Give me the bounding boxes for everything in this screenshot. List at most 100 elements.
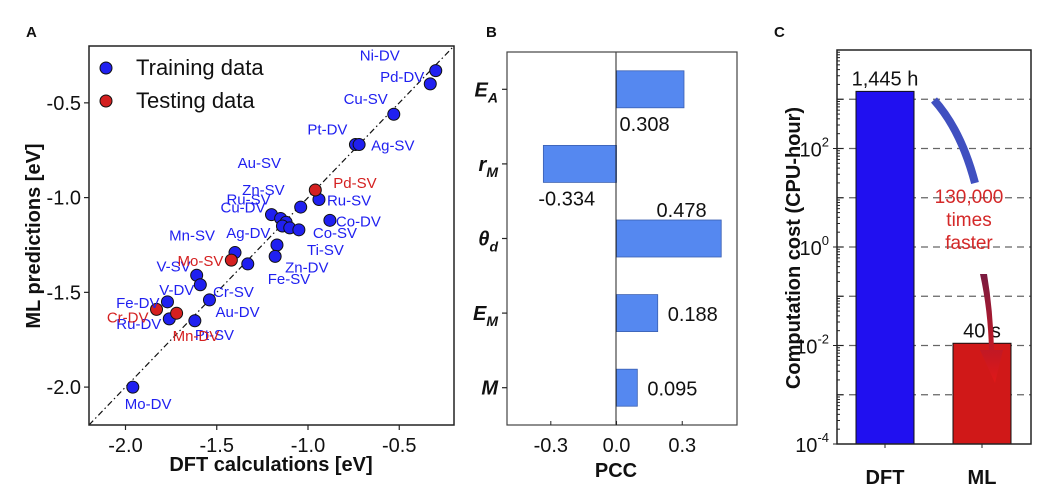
training-point: [292, 223, 306, 237]
training-point: [323, 213, 337, 227]
training-point: [193, 278, 207, 292]
panel-a-frame: [88, 45, 455, 426]
panel-c-ylabel: Computation cost (CPU-hour): [783, 107, 805, 389]
panel-a-xlabel: DFT calculations [eV]: [169, 454, 372, 476]
training-point: [352, 138, 366, 152]
point-label: Ag-DV: [226, 225, 270, 242]
point-label: Ni-DV: [360, 48, 400, 65]
y-tick-label: 10-4: [795, 430, 829, 457]
point-label: Mo-SV: [178, 253, 224, 270]
training-point: [387, 107, 401, 121]
panel-letter-b: B: [486, 24, 497, 41]
training-point: [429, 64, 443, 78]
training-point: [160, 295, 174, 309]
panel-letter-a: A: [26, 24, 37, 41]
point-label: V-DV: [159, 282, 194, 299]
annotation-line1: 130,000: [935, 187, 1004, 208]
y-tick-label: -2.0: [47, 377, 81, 399]
panel-a-scatter: Ni-DV Pd-DV Cu-SV Pt-DV Ag-SV Ru-SV Zn-SVCu-DV…: [23, 45, 455, 476]
legend-marker-training: [99, 61, 113, 75]
point-label: Pd-DV: [380, 69, 424, 86]
testing-point: [224, 253, 238, 267]
bar-θ_d: [616, 219, 722, 258]
training-point: [126, 380, 140, 394]
x-tick-label: -2.0: [108, 435, 142, 457]
x-tick-label: -0.5: [382, 435, 416, 457]
legend-marker-testing: [99, 94, 113, 108]
bar-value-label: 0.308: [620, 114, 670, 136]
point-label: Zn-DV: [285, 259, 328, 276]
x-tick-label: -0.3: [534, 435, 568, 457]
point-label: Au-DV: [215, 304, 259, 321]
bar-DFT: [855, 90, 915, 445]
bar-E_A: [616, 70, 685, 109]
annotation-line3: faster: [945, 233, 993, 254]
x-tick-label: -1.5: [200, 435, 234, 457]
bar-M: [616, 368, 638, 407]
category-label: M: [481, 378, 499, 400]
legend: Training data Testing data: [99, 55, 264, 113]
bar-value-label: 1,445 h: [852, 68, 919, 90]
panel-letter-c: C: [774, 24, 785, 41]
x-tick-label: 0.3: [668, 435, 696, 457]
training-point: [268, 249, 282, 263]
bar-value-label: -0.334: [538, 188, 595, 210]
point-label: Co-SV: [313, 225, 357, 242]
training-point: [294, 200, 308, 214]
testing-point: [308, 183, 322, 197]
point-label: Pt-DV: [307, 122, 347, 139]
panel-b-xlabel: PCC: [595, 460, 637, 482]
panel-b-bar: 0.308 -0.334 0.478 0.188 0.095 -0.3 0.0 0.3 EA…: [473, 51, 738, 482]
point-label: Ru-SV: [327, 192, 371, 209]
category-label: EM: [473, 303, 498, 329]
training-point: [270, 238, 284, 252]
training-point: [241, 257, 255, 271]
point-label: Ru-DV: [116, 316, 161, 333]
x-tick-label: -1.0: [291, 435, 325, 457]
y-tick-label: -0.5: [47, 93, 81, 115]
x-tick-label: 0.0: [603, 435, 631, 457]
point-label: Pd-SV: [333, 175, 376, 192]
bar-value-label: 0.478: [657, 200, 707, 222]
bar-r_M: [542, 144, 617, 183]
point-label: Ag-SV: [371, 138, 414, 155]
training-point: [202, 293, 216, 307]
y-tick-label: 10-2: [795, 332, 829, 359]
point-label: Co-DV: [336, 213, 381, 230]
training-point: [423, 77, 437, 91]
bar-value-label: 0.095: [647, 379, 697, 401]
x-category-label: ML: [968, 467, 997, 489]
testing-point: [150, 302, 164, 316]
point-label: Fe-DV: [116, 295, 159, 312]
category-label: EA: [475, 79, 498, 105]
point-label: Cr-DV: [107, 309, 149, 326]
training-point: [188, 314, 202, 328]
category-label: θd: [478, 229, 498, 255]
point-label: Cu-SV: [344, 91, 388, 108]
panel-a-ylabel: ML predictions [eV]: [23, 143, 45, 328]
point-label: Pt-SV: [195, 327, 234, 344]
point-label: Mn-SV: [169, 228, 215, 245]
point-label: Cu-DV: [220, 200, 265, 217]
down-arrow-icon: [980, 274, 1003, 383]
bar-E_M: [616, 294, 659, 333]
legend-label-training: Training data: [136, 55, 264, 80]
y-tick-label: -1.0: [47, 188, 81, 210]
point-label: Fe-SV: [268, 271, 311, 288]
x-category-label: DFT: [866, 467, 905, 489]
testing-point: [170, 306, 184, 320]
point-label: Mn-DV: [173, 328, 220, 345]
point-label: Mo-DV: [125, 396, 172, 413]
y-tick-label: -1.5: [47, 282, 81, 304]
bar-value-label: 40 s: [963, 320, 1001, 342]
curved-stroke-icon: [930, 97, 979, 185]
category-label: rM: [479, 154, 499, 180]
point-label: Ti-SV: [307, 242, 344, 259]
bar-value-label: 0.188: [668, 304, 718, 326]
point-label: Zn-SV: [242, 182, 285, 199]
annotation-line2: times: [946, 210, 991, 231]
y-tick-label: 100: [800, 233, 829, 260]
legend-label-testing: Testing data: [136, 88, 255, 113]
